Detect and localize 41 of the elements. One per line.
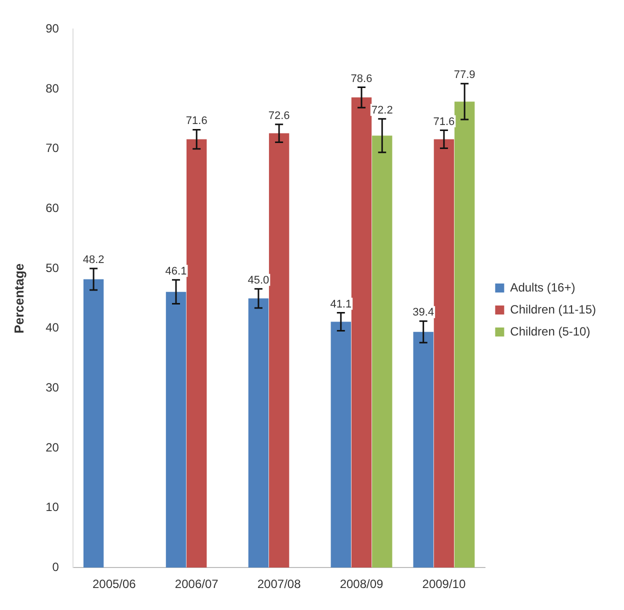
- bar: [330, 322, 351, 568]
- data-label: 39.4: [412, 306, 434, 319]
- bar: [372, 136, 392, 568]
- bar: [268, 133, 290, 568]
- y-tick-label: 10: [46, 500, 60, 514]
- data-label: 72.6: [268, 110, 290, 122]
- bar: [434, 139, 454, 568]
- data-label: 46.1: [165, 265, 187, 278]
- data-label: 71.6: [433, 116, 455, 128]
- data-label: 71.6: [186, 115, 208, 128]
- data-label: 72.2: [371, 104, 393, 116]
- data-label: 48.2: [82, 254, 104, 266]
- y-tick-label: 90: [46, 22, 60, 36]
- y-tick-label: 70: [46, 141, 60, 156]
- bar: [248, 298, 269, 568]
- bar: [351, 97, 372, 568]
- legend-label: Adults (16+): [510, 280, 576, 294]
- data-label: 78.6: [350, 72, 372, 85]
- y-tick-label: 30: [46, 380, 60, 394]
- x-tick-label: 2005/06: [92, 577, 136, 592]
- bar: [454, 102, 475, 568]
- legend-label: Children (5-10): [510, 324, 590, 338]
- bar: [166, 292, 186, 568]
- y-tick-label: 80: [46, 81, 60, 96]
- y-axis-title: Percentage: [11, 263, 26, 334]
- y-tick-label: 20: [46, 440, 60, 454]
- x-tick-label: 2007/08: [257, 577, 302, 592]
- data-label: 45.0: [248, 274, 270, 286]
- bar: [186, 139, 207, 568]
- x-tick-label: 2008/09: [340, 577, 384, 592]
- x-tick-label: 2009/10: [422, 577, 466, 592]
- data-label: 77.9: [454, 69, 476, 82]
- data-label: 41.1: [330, 298, 352, 310]
- bar: [83, 279, 104, 568]
- y-tick-label: 60: [46, 200, 60, 215]
- y-tick-label: 0: [52, 560, 60, 574]
- y-tick-label: 50: [46, 260, 60, 275]
- x-tick-label: 2006/07: [174, 577, 219, 592]
- legend-label: Children (11-15): [510, 302, 596, 316]
- y-tick-label: 40: [46, 320, 60, 335]
- bar: [413, 332, 434, 568]
